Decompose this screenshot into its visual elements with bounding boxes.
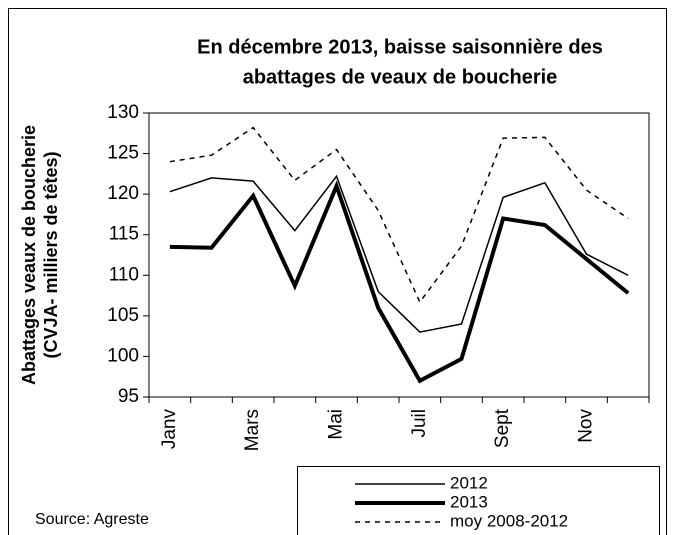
y-tick-label: 110 xyxy=(109,264,139,285)
source: Source: Agreste xyxy=(35,511,149,528)
x-tick-label: Sept xyxy=(492,408,513,448)
x-tick-label-group: Juil xyxy=(409,409,430,438)
chart-border xyxy=(8,8,667,535)
legend-label: 2013 xyxy=(450,492,488,511)
y-axis-label: (CVJA- milliers de têtes) xyxy=(41,151,61,358)
series-line xyxy=(169,126,629,304)
y-axis-label: Abattages veaux de boucherie xyxy=(19,125,39,385)
y-tick-label: 130 xyxy=(107,102,139,123)
series-line xyxy=(169,174,629,333)
x-tick-label-group: Mars xyxy=(242,409,263,451)
y-tick-label: 115 xyxy=(109,224,139,245)
series-line xyxy=(169,180,630,384)
x-tick-label-group: Janv xyxy=(159,409,180,450)
chart-title: En décembre 2013, baisse saisonnière des xyxy=(197,36,603,58)
x-tick-label-group: Nov xyxy=(576,409,597,443)
x-tick-label-group: Mai xyxy=(326,409,347,440)
x-tick-label: Mai xyxy=(326,409,347,440)
x-tick-label: Janv xyxy=(159,409,180,450)
x-tick-label: Nov xyxy=(576,409,597,443)
chart-title: abattages de veaux de boucherie xyxy=(243,66,558,88)
legend xyxy=(297,466,660,535)
y-tick-label: 100 xyxy=(107,345,139,366)
y-tick-label: 95 xyxy=(118,386,139,407)
x-tick-label: Juil xyxy=(409,409,430,438)
y-tick-label: 120 xyxy=(107,183,139,204)
legend-label: 2012 xyxy=(450,473,488,492)
y-tick-label: 125 xyxy=(107,143,139,164)
legend-label: moy 2008-2012 xyxy=(450,511,568,530)
x-tick-label-group: Sept xyxy=(492,408,513,448)
x-tick-label: Mars xyxy=(242,409,263,451)
y-tick-label: 105 xyxy=(107,305,139,326)
